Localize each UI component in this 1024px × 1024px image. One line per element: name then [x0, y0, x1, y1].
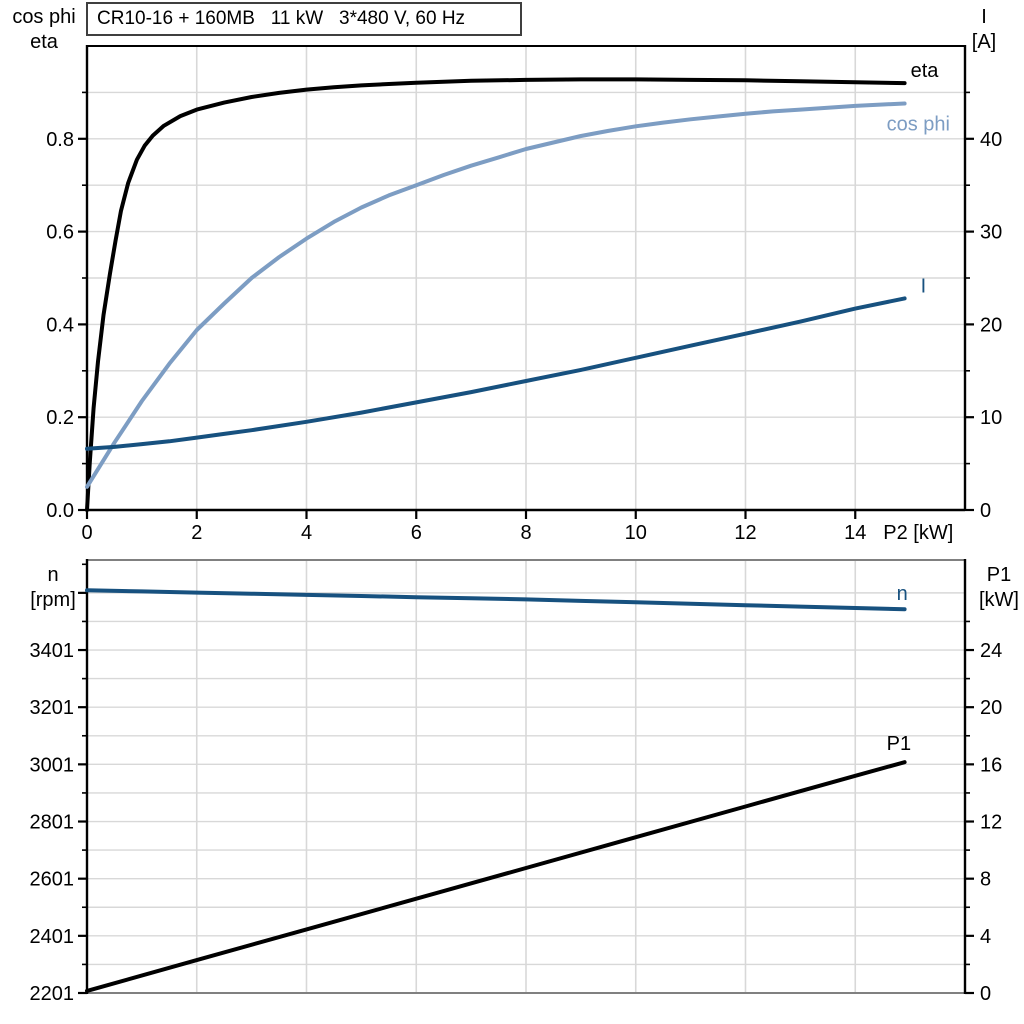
tick-label-left: 2601: [30, 869, 75, 891]
axis-header-eta: eta: [30, 31, 58, 53]
tick-label-left: 0.0: [46, 500, 74, 522]
top-left-axis-header: cos phi eta: [6, 5, 82, 55]
tick-label-right: 40: [980, 129, 1002, 151]
tick-label-x: 2: [191, 522, 202, 544]
axis-header-p1-unit: [kW]: [979, 589, 1019, 611]
tick-label-left: 3401: [30, 640, 75, 662]
chart-title: CR10-16 + 160MB 11 kW 3*480 V, 60 Hz: [97, 8, 466, 29]
series-curve-P1: [85, 760, 907, 993]
curve-label-I: I: [921, 275, 927, 297]
tick-label-right: 4: [980, 926, 991, 948]
chart-bottom: 2201 2401 2601 2801 3001 3201 3401 0 4 8 12 16 20 24 n…: [30, 559, 1002, 1005]
axis-header-cos-phi: cos phi: [12, 6, 76, 28]
axis-header-speed: n: [47, 564, 59, 586]
tick-label-right: 20: [980, 697, 1002, 719]
tick-label-right: 16: [980, 754, 1002, 776]
series-curve-I: [85, 296, 907, 451]
curve-label-eta: eta: [911, 60, 940, 82]
tick-label-x: 6: [411, 522, 422, 544]
curve-label-n: n: [897, 583, 908, 605]
tick-label-left: 3001: [30, 754, 75, 776]
tick-label-right: 0: [980, 500, 991, 522]
tick-label-left: 2801: [30, 812, 75, 834]
top-right-axis-header: I [A]: [952, 5, 1016, 55]
bottom-right-axis-header: P1 [kW]: [970, 563, 1024, 613]
tick-label-left: 2201: [30, 983, 75, 1005]
tick-label-right: 8: [980, 869, 991, 891]
tick-label-left: 3201: [30, 697, 75, 719]
tick-label-x: 10: [625, 522, 647, 544]
axis-header-p1: P1: [986, 564, 1012, 586]
tick-label-right: 20: [980, 314, 1002, 336]
series-curve-eta: [85, 77, 907, 512]
tick-label-right: 10: [980, 407, 1002, 429]
tick-label-left: 0.6: [46, 222, 74, 244]
series-curve-n: [85, 588, 907, 612]
tick-label-x: 12: [734, 522, 756, 544]
tick-label-x: 8: [520, 522, 531, 544]
axis-header-current: I: [981, 6, 987, 28]
tick-label-left: 0.8: [46, 129, 74, 151]
chart-top: 0.0 0.2 0.4 0.6 0.8 0 10 20 30 40 0 2 4 6 8 10 12 14 P2 [k…: [46, 45, 1002, 544]
tick-label-x: 14: [844, 522, 866, 544]
chart-title-box: CR10-16 + 160MB 11 kW 3*480 V, 60 Hz: [86, 2, 522, 36]
tick-label-right: 24: [980, 640, 1002, 662]
series-curve-cos-phi: [85, 101, 907, 489]
axis-header-speed-unit: [rpm]: [30, 589, 76, 611]
tick-label-left: 0.4: [46, 314, 74, 336]
curve-label-P1: P1: [887, 733, 911, 755]
tick-label-x: 4: [301, 522, 312, 544]
bottom-left-axis-header: n [rpm]: [16, 563, 90, 613]
curve-label-cos-phi: cos phi: [887, 114, 950, 136]
x-axis-unit-label: P2 [kW]: [883, 522, 953, 544]
tick-label-left: 0.2: [46, 407, 74, 429]
tick-label-right: 30: [980, 222, 1002, 244]
tick-label-x: 0: [81, 522, 92, 544]
axis-header-current-unit: [A]: [971, 31, 997, 53]
tick-label-right: 12: [980, 812, 1002, 834]
tick-label-left: 2401: [30, 926, 75, 948]
tick-label-right: 0: [980, 983, 991, 1005]
